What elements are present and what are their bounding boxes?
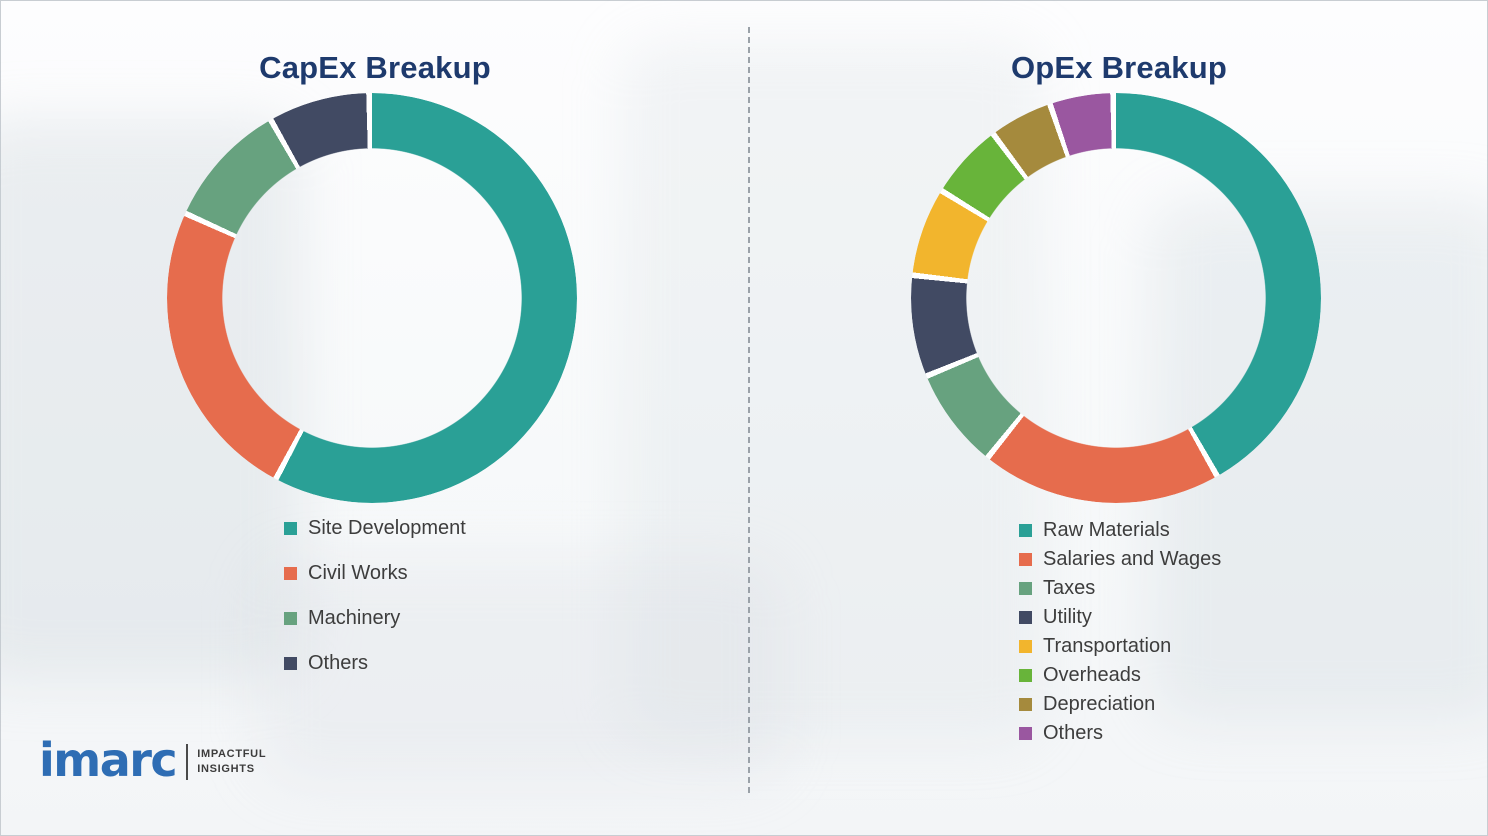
opex-donut-chart bbox=[911, 93, 1321, 503]
legend-item: Machinery bbox=[284, 607, 466, 630]
tagline-line-2: INSIGHTS bbox=[197, 763, 255, 775]
legend-item: Civil Works bbox=[284, 562, 466, 585]
legend-item: Transportation bbox=[1019, 635, 1221, 658]
legend-swatch bbox=[1019, 582, 1032, 595]
imarc-logo-tagline: IMPACTFUL INSIGHTS bbox=[197, 747, 266, 777]
logo-divider-bar bbox=[186, 744, 189, 780]
capex-donut-chart bbox=[167, 93, 577, 503]
legend-item: Raw Materials bbox=[1019, 519, 1221, 542]
tagline-line-1: IMPACTFUL bbox=[197, 748, 267, 761]
legend-item: Overheads bbox=[1019, 664, 1221, 687]
imarc-logo: imarc IMPACTFUL INSIGHTS bbox=[39, 737, 266, 783]
opex-legend: Raw Materials Salaries and Wages Taxes Util… bbox=[1019, 519, 1221, 751]
legend-label: Transportation bbox=[1043, 635, 1172, 657]
legend-label: Depreciation bbox=[1043, 693, 1156, 715]
legend-item: Salaries and Wages bbox=[1019, 548, 1221, 571]
opex-chart-title: OpEx Breakup bbox=[1010, 49, 1228, 85]
legend-swatch bbox=[284, 657, 297, 670]
legend-item: Taxes bbox=[1019, 577, 1221, 600]
panel-divider bbox=[748, 27, 750, 793]
legend-swatch bbox=[1019, 669, 1032, 682]
legend-item: Others bbox=[284, 652, 466, 675]
legend-item: Utility bbox=[1019, 606, 1221, 629]
legend-label: Site Development bbox=[308, 517, 466, 539]
capex-chart-title: CapEx Breakup bbox=[259, 49, 491, 85]
legend-label: Salaries and Wages bbox=[1043, 548, 1222, 570]
legend-label: Others bbox=[1043, 722, 1104, 744]
legend-swatch bbox=[1019, 727, 1032, 740]
capex-legend: Site Development Civil Works Machinery Othe… bbox=[284, 517, 466, 697]
legend-item: Others bbox=[1019, 722, 1221, 745]
legend-label: Others bbox=[308, 652, 369, 674]
legend-swatch bbox=[284, 567, 297, 580]
legend-label: Utility bbox=[1043, 606, 1092, 628]
legend-swatch bbox=[1019, 611, 1032, 624]
legend-swatch bbox=[1019, 698, 1032, 711]
legend-swatch bbox=[1019, 524, 1032, 537]
legend-label: Overheads bbox=[1043, 664, 1141, 686]
legend-item: Depreciation bbox=[1019, 693, 1221, 716]
legend-item: Site Development bbox=[284, 517, 466, 540]
legend-swatch bbox=[284, 612, 297, 625]
legend-swatch bbox=[1019, 640, 1032, 653]
legend-label: Civil Works bbox=[308, 562, 408, 584]
legend-label: Machinery bbox=[308, 607, 401, 629]
imarc-logo-wordmark: imarc bbox=[39, 733, 178, 787]
legend-label: Raw Materials bbox=[1043, 519, 1170, 541]
legend-swatch bbox=[284, 522, 297, 535]
legend-swatch bbox=[1019, 553, 1032, 566]
legend-label: Taxes bbox=[1043, 577, 1096, 599]
